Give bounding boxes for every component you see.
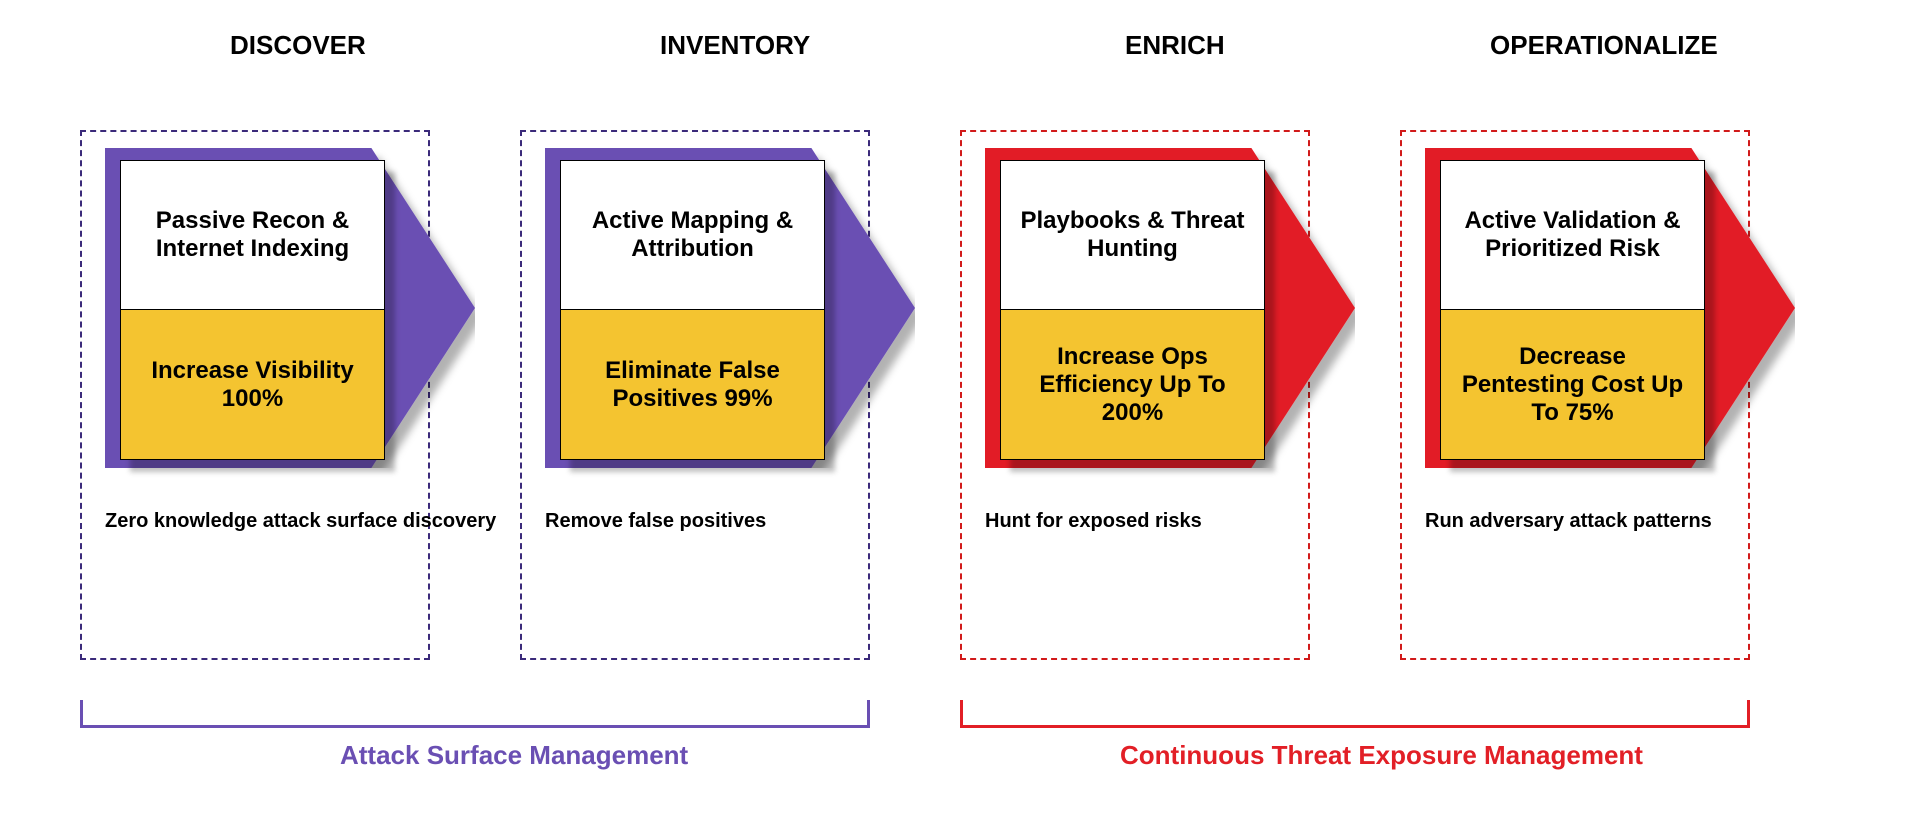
stage-card-inventory: Active Mapping & AttributionEliminate Fa… bbox=[560, 160, 825, 460]
stage-title-discover: Passive Recon & Internet Indexing bbox=[121, 161, 384, 310]
stage-card-operationalize: Active Validation & Prioritized RiskDecr… bbox=[1440, 160, 1705, 460]
stage-metric-discover: Increase Visibility 100% bbox=[121, 310, 384, 459]
stage-caption-discover: Zero knowledge attack surface discovery bbox=[105, 510, 496, 533]
stage-card-enrich: Playbooks & Threat HuntingIncrease Ops E… bbox=[1000, 160, 1265, 460]
stage-header-enrich: ENRICH bbox=[1125, 30, 1225, 61]
stage-metric-enrich: Increase Ops Efficiency Up To 200% bbox=[1001, 310, 1264, 459]
stage-header-inventory: INVENTORY bbox=[660, 30, 810, 61]
stage-caption-operationalize: Run adversary attack patterns bbox=[1425, 510, 1712, 533]
stage-title-operationalize: Active Validation & Prioritized Risk bbox=[1441, 161, 1704, 310]
stage-title-inventory: Active Mapping & Attribution bbox=[561, 161, 824, 310]
stage-card-discover: Passive Recon & Internet IndexingIncreas… bbox=[120, 160, 385, 460]
stage-metric-inventory: Eliminate False Positives 99% bbox=[561, 310, 824, 459]
stage-caption-inventory: Remove false positives bbox=[545, 510, 766, 533]
stage-header-discover: DISCOVER bbox=[230, 30, 366, 61]
stage-caption-enrich: Hunt for exposed risks bbox=[985, 510, 1202, 533]
group-label-ctem: Continuous Threat Exposure Management bbox=[1120, 740, 1643, 771]
stage-title-enrich: Playbooks & Threat Hunting bbox=[1001, 161, 1264, 310]
stage-header-operationalize: OPERATIONALIZE bbox=[1490, 30, 1718, 61]
process-flow-diagram: DISCOVER Passive Recon & Internet Indexi… bbox=[0, 0, 1920, 817]
group-label-asm: Attack Surface Management bbox=[340, 740, 688, 771]
group-bracket-ctem bbox=[960, 700, 1750, 728]
stage-metric-operationalize: Decrease Pentesting Cost Up To 75% bbox=[1441, 310, 1704, 459]
group-bracket-asm bbox=[80, 700, 870, 728]
